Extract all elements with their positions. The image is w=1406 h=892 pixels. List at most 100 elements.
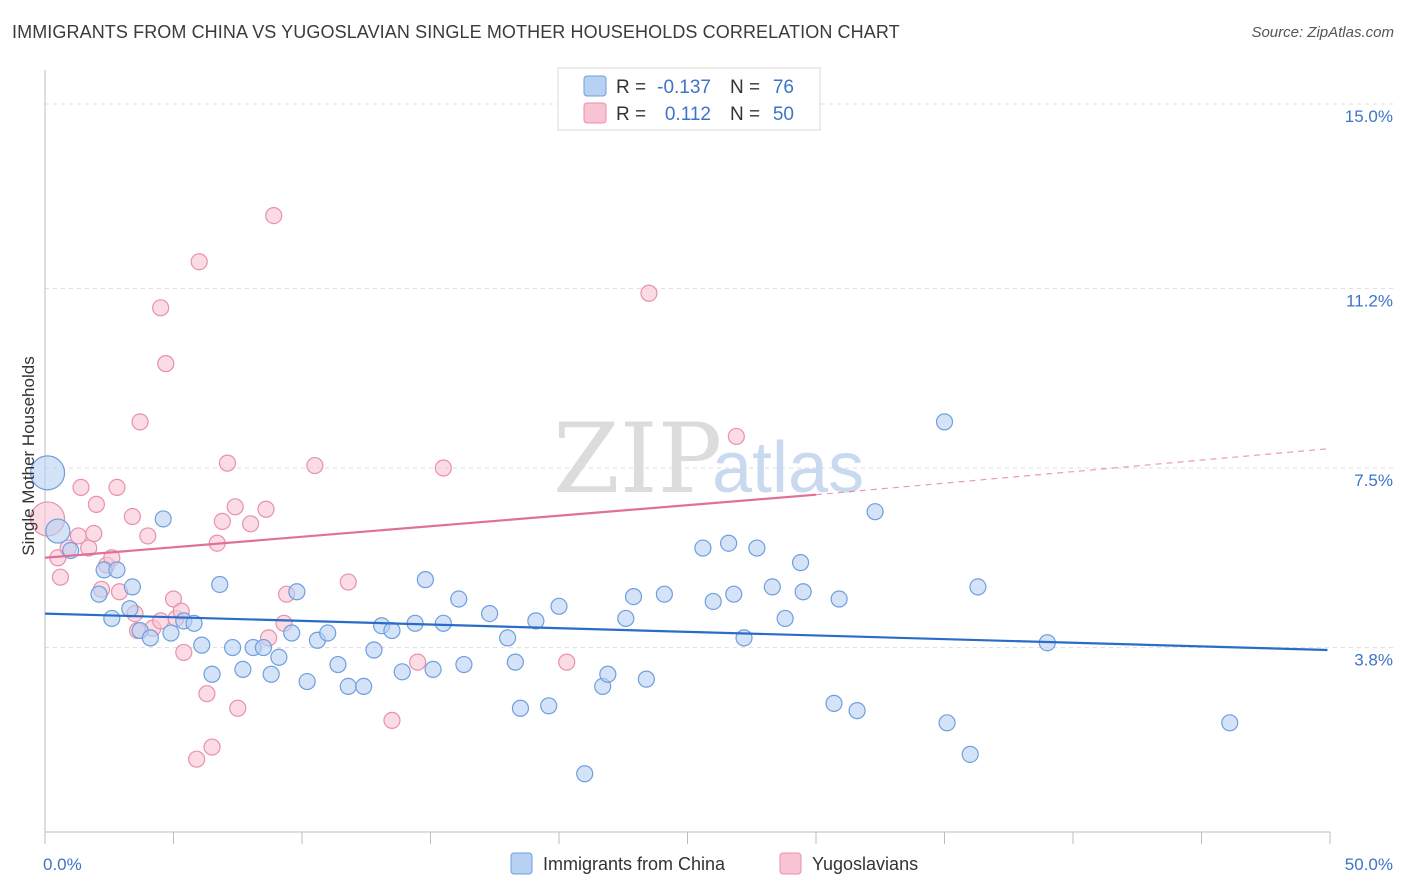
china-point-48 [550, 597, 568, 615]
china-point-54 [637, 670, 655, 688]
yugo-point-2 [51, 568, 70, 586]
china-points [29, 413, 1239, 783]
china-point-25 [288, 583, 306, 601]
china-point-1 [45, 518, 71, 544]
china-point-37 [416, 571, 434, 589]
x-tick-label-min: 0.0% [43, 855, 82, 874]
yugo-point-26 [175, 643, 193, 662]
china-point-70 [935, 413, 954, 431]
yugo-trend-line [44, 493, 817, 559]
yugo-point-12 [108, 478, 126, 497]
legend-r-label-1: R = [616, 77, 646, 98]
chart-title: IMMIGRANTS FROM CHINA VS YUGOSLAVIAN SIN… [12, 22, 900, 42]
x-tick-label-max: 50.0% [1345, 855, 1393, 874]
china-point-17 [211, 575, 229, 594]
legend-swatch-yugo [583, 102, 607, 124]
china-point-43 [499, 629, 517, 647]
china-point-14 [185, 614, 203, 632]
yugo-point-42 [306, 456, 324, 475]
yugo-trend-line-dashed [815, 447, 1331, 496]
china-point-42 [481, 604, 499, 623]
y-tick-labels: 3.8% 7.5% 11.2% 15.0% [1345, 107, 1393, 670]
yugo-point-43 [339, 573, 357, 591]
yugo-point-47 [558, 653, 576, 671]
yugo-point-27 [188, 750, 206, 768]
china-point-5 [90, 585, 108, 603]
china-point-34 [383, 621, 401, 640]
y-axis-title: Single Mother Households [19, 356, 38, 555]
china-point-32 [365, 641, 383, 659]
china-point-19 [234, 660, 252, 679]
bottom-legend-label-yugo: Yugoslavians [812, 854, 918, 874]
yugo-point-18 [139, 527, 157, 545]
bottom-legend-label-china: Immigrants from China [543, 854, 726, 874]
legend-n-value-2: 50 [773, 104, 794, 125]
watermark-zip: ZIP [553, 403, 722, 515]
legend-r-label-2: R = [616, 104, 646, 125]
china-point-35 [393, 663, 411, 681]
yugoslavians-points [29, 207, 745, 768]
yugo-point-5 [72, 478, 90, 497]
china-point-59 [725, 585, 743, 603]
china-point-75 [1221, 714, 1239, 732]
china-point-64 [791, 554, 810, 572]
china-point-4 [108, 561, 126, 579]
china-point-39 [434, 614, 452, 632]
china-point-69 [866, 503, 884, 521]
y-tick-label-2: 11.2% [1346, 291, 1393, 310]
china-point-73 [969, 578, 987, 596]
china-trend-line [44, 612, 1328, 652]
china-point-7 [103, 609, 121, 628]
yugo-point-7 [85, 524, 103, 543]
y-tick-label-1: 7.5% [1354, 471, 1393, 490]
china-point-66 [825, 694, 843, 712]
china-point-61 [748, 539, 766, 557]
china-point-40 [450, 590, 468, 608]
y-tick-label-3: 15.0% [1345, 107, 1393, 126]
china-point-38 [424, 660, 442, 679]
china-point-65 [794, 583, 812, 601]
china-point-28 [319, 624, 337, 642]
yugo-point-46 [434, 459, 452, 477]
legend: R = -0.137 N = 76 R = 0.112 N = 50 [557, 67, 821, 131]
yugo-point-44 [383, 711, 401, 729]
legend-r-value-1: -0.137 [657, 77, 711, 98]
yugo-point-17 [131, 413, 149, 431]
yugo-point-36 [242, 515, 260, 533]
legend-n-label-2: N = [730, 104, 760, 125]
legend-r-value-2: 0.112 [665, 104, 711, 125]
legend-n-value-1: 76 [773, 77, 794, 98]
china-point-0 [29, 455, 66, 491]
china-point-57 [704, 592, 722, 611]
watermark: ZIP atlas [553, 403, 864, 515]
china-point-55 [655, 585, 673, 603]
china-point-62 [763, 578, 781, 596]
source-credit: Source: ZipAtlas.com [1251, 24, 1394, 41]
china-point-31 [355, 677, 373, 695]
bottom-legend: Immigrants from China Yugoslavians [510, 852, 918, 875]
yugo-point-37 [257, 500, 275, 518]
yugo-point-22 [157, 355, 175, 373]
bottom-legend-swatch-yugo [779, 852, 802, 875]
trend-lines [44, 447, 1331, 652]
china-point-30 [339, 677, 357, 695]
yugo-point-34 [226, 498, 244, 516]
china-point-68 [848, 702, 866, 720]
china-point-22 [262, 665, 280, 683]
yugo-point-8 [87, 495, 106, 513]
china-point-11 [154, 510, 172, 528]
china-point-72 [961, 745, 979, 763]
china-point-49 [576, 765, 594, 783]
china-point-8 [123, 578, 141, 596]
china-point-53 [624, 588, 643, 606]
china-point-52 [617, 609, 635, 628]
china-point-16 [203, 665, 221, 683]
china-point-21 [254, 638, 273, 657]
china-point-71 [938, 714, 956, 732]
yugo-point-23 [164, 590, 183, 608]
legend-n-label-1: N = [730, 77, 760, 98]
yugo-point-14 [123, 507, 141, 526]
china-point-46 [527, 612, 545, 630]
china-point-29 [329, 655, 347, 674]
